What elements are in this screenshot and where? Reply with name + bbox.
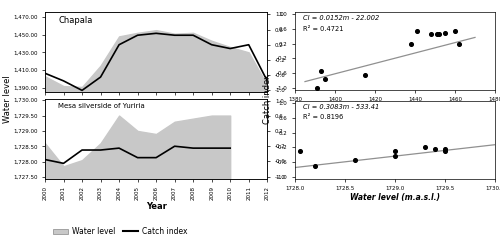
- Point: [413, 29, 421, 33]
- Point: [427, 32, 435, 36]
- Point: [435, 32, 443, 36]
- Text: CI = 0.3083m - 533.41: CI = 0.3083m - 533.41: [303, 104, 380, 110]
- Point: [317, 69, 325, 73]
- Text: Catch index: Catch index: [263, 74, 272, 124]
- Point: [313, 86, 321, 90]
- Point: [321, 77, 329, 81]
- Legend: Water level, Catch index: Water level, Catch index: [50, 224, 190, 239]
- Point: [311, 164, 319, 168]
- Text: R² = 0.8196: R² = 0.8196: [303, 114, 343, 121]
- Point: [431, 147, 439, 151]
- Text: Water level: Water level: [3, 75, 12, 123]
- Point: [455, 42, 463, 46]
- Point: [296, 149, 304, 153]
- X-axis label: Year: Year: [146, 202, 167, 211]
- Point: [361, 73, 369, 77]
- Point: [441, 147, 449, 151]
- Point: [351, 158, 359, 162]
- Text: CI = 0.0152m - 22.002: CI = 0.0152m - 22.002: [303, 15, 380, 21]
- Point: [451, 29, 459, 33]
- Point: [421, 145, 429, 149]
- Point: [433, 32, 441, 36]
- Point: [441, 31, 449, 35]
- Text: R² = 0.4721: R² = 0.4721: [303, 26, 344, 31]
- Point: [441, 149, 449, 153]
- Point: [407, 42, 415, 46]
- Text: Mesa silverside of Yuriria: Mesa silverside of Yuriria: [58, 103, 145, 109]
- Point: [276, 162, 284, 166]
- Point: [391, 155, 399, 158]
- Point: [391, 149, 399, 153]
- Text: Chapala: Chapala: [58, 16, 92, 25]
- X-axis label: Water level (m.a.s.l.): Water level (m.a.s.l.): [350, 193, 440, 202]
